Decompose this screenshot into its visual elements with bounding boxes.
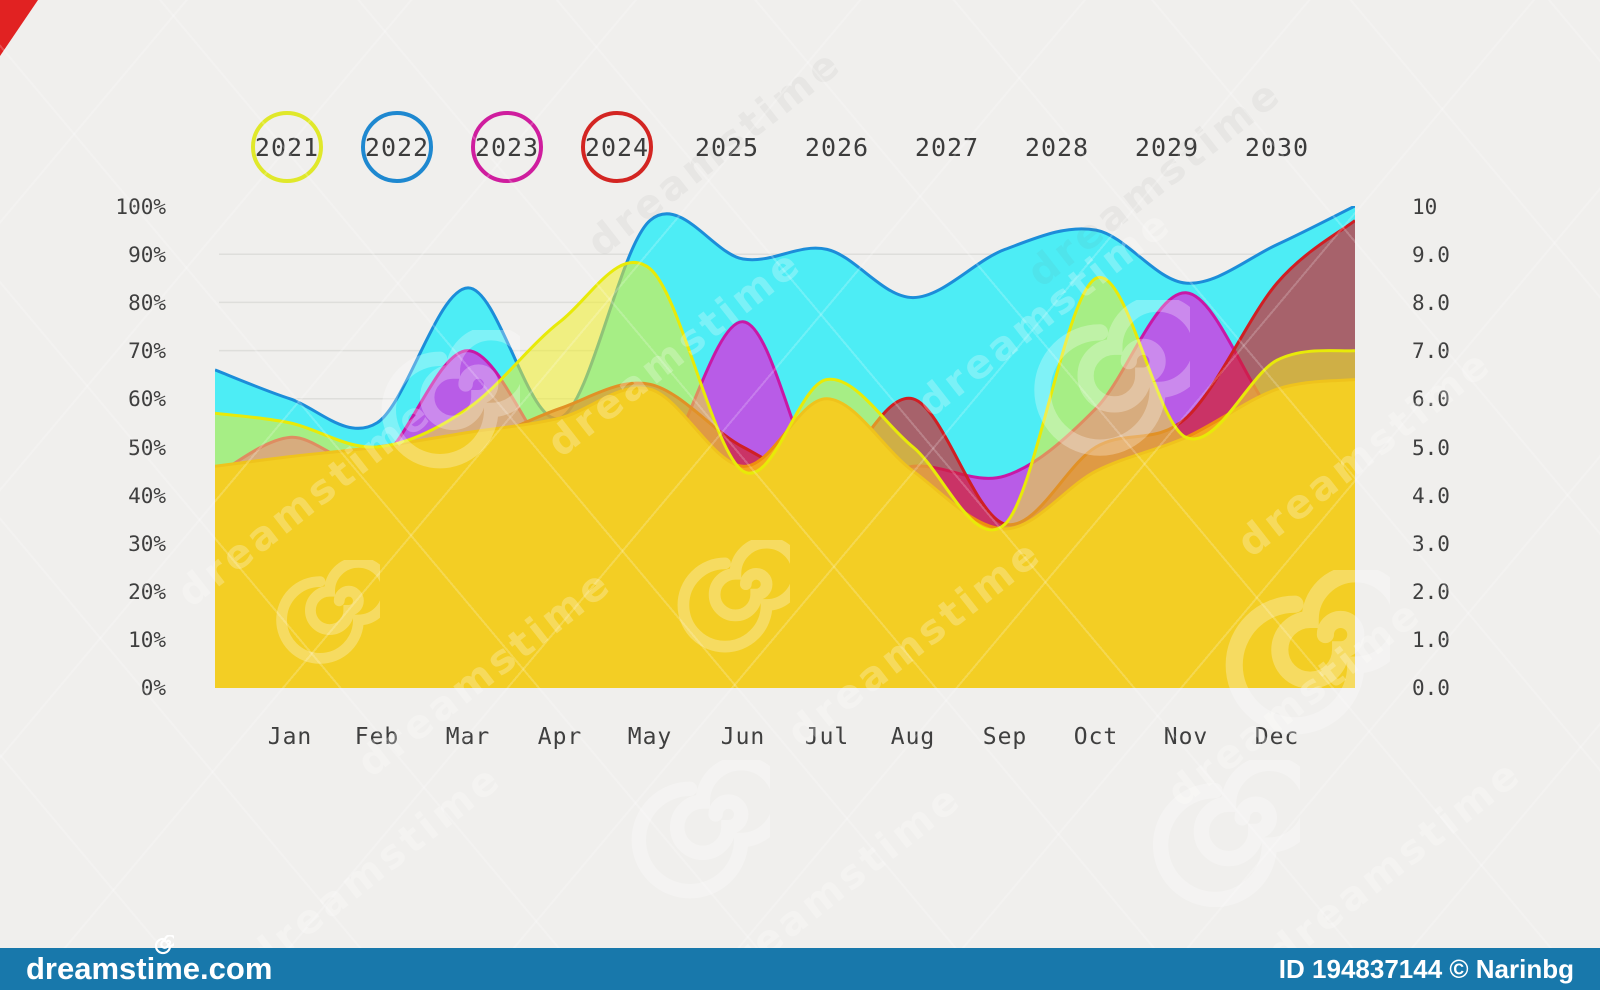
month-tick-Sep: Sep [982,724,1028,750]
y-right-tick: 10 [1412,195,1438,219]
legend-circle-icon: 2022 [361,111,433,183]
month-tick-Apr: Apr [537,724,583,750]
month-tick-Dec: Dec [1254,724,1300,750]
y-right-tick: 4.0 [1412,483,1450,508]
legend-year-label: 2028 [1024,132,1090,162]
y-left-tick: 0% [140,676,166,700]
series-2022-line [215,206,1355,430]
area-chart [215,206,1355,688]
legend-year-label: 2025 [694,132,760,162]
y-right-tick: 1.0 [1412,627,1450,652]
y-right-tick: 0.0 [1412,676,1450,700]
watermark-spiral-icon [631,760,770,899]
legend-year-2027[interactable]: 2027 [892,103,1002,191]
month-tick-Mar: Mar [445,724,491,750]
y-right-tick: 7.0 [1412,339,1450,364]
month-tick-Feb: Feb [354,724,400,750]
bottom-brand-bar: dreamstime.com ID 194837144 © Narinbg [0,935,1600,990]
month-tick-May: May [627,724,673,750]
y-left-tick: 100% [115,195,166,219]
legend-year-chip-2021[interactable]: 2021 [232,103,342,191]
series-2021-line [215,260,1355,532]
month-tick-Aug: Aug [890,724,936,750]
legend-year-2028[interactable]: 2028 [1002,103,1112,191]
y-right-tick: 2.0 [1412,579,1450,604]
legend-year-label: 2026 [804,132,870,162]
legend-circle-icon: 2023 [471,111,543,183]
spiral-icon [154,935,174,955]
month-tick-Jan: Jan [267,724,313,750]
legend-year-label: 2029 [1134,132,1200,162]
y-left-tick: 30% [128,531,166,556]
y-right-tick: 9.0 [1412,243,1450,268]
y-left-tick: 70% [128,339,166,364]
month-tick-Jul: Jul [804,724,850,750]
legend-years-row: 2021 2022 2023 2024 2025 2026 2027 2028 2029 2030 [232,103,1332,191]
y-left-tick: 60% [128,387,166,412]
y-left-tick: 50% [128,435,166,460]
x-axis-months: Jan Feb Mar Apr May Jun Jul Aug Sep Oct Nov Dec [215,716,1355,756]
y-axis-left: 100% 90% 80% 70% 60% 50% 40% 30% 20% 10% 0% [84,0,166,990]
y-axis-right: 10 9.0 8.0 7.0 6.0 5.0 4.0 3.0 2.0 1.0 0.0 [1412,0,1502,990]
legend-year-label: 2022 [364,132,430,162]
month-tick-Nov: Nov [1163,724,1209,750]
y-right-tick: 5.0 [1412,435,1450,460]
y-left-tick: 20% [128,579,166,604]
legend-year-chip-2023[interactable]: 2023 [452,103,562,191]
month-tick-Oct: Oct [1073,724,1119,750]
legend-year-label: 2030 [1244,132,1310,162]
y-right-tick: 3.0 [1412,531,1450,556]
y-left-tick: 10% [128,627,166,652]
dreamstime-logo[interactable]: dreamstime.com [26,935,273,990]
y-left-tick: 90% [128,243,166,268]
legend-year-label: 2023 [474,132,540,162]
y-right-tick: 6.0 [1412,387,1450,412]
watermark-spiral-icon [1152,760,1300,908]
watermark-text: dreamstime [1258,749,1531,977]
month-tick-Jun: Jun [720,724,766,750]
legend-year-2026[interactable]: 2026 [782,103,892,191]
legend-year-label: 2027 [914,132,980,162]
legend-circle-icon: 2021 [251,111,323,183]
legend-year-label: 2024 [584,132,650,162]
legend-circle-icon: 2024 [581,111,653,183]
area-chart-svg [215,206,1355,688]
legend-year-2029[interactable]: 2029 [1112,103,1222,191]
legend-year-chip-2024[interactable]: 2024 [562,103,672,191]
corner-ribbon [0,0,38,56]
y-left-tick: 80% [128,291,166,316]
dreamstime-logo-text[interactable]: dreamstime.com [26,951,273,986]
y-right-tick: 8.0 [1412,291,1450,316]
series-2021-area [215,262,1355,688]
image-credit: ID 194837144 © Narinbg [1278,953,1574,984]
series-2023-line [215,291,1355,504]
legend-year-2025[interactable]: 2025 [672,103,782,191]
legend-year-label: 2021 [254,132,320,162]
y-left-tick: 40% [128,483,166,508]
legend-year-2030[interactable]: 2030 [1222,103,1332,191]
legend-year-chip-2022[interactable]: 2022 [342,103,452,191]
